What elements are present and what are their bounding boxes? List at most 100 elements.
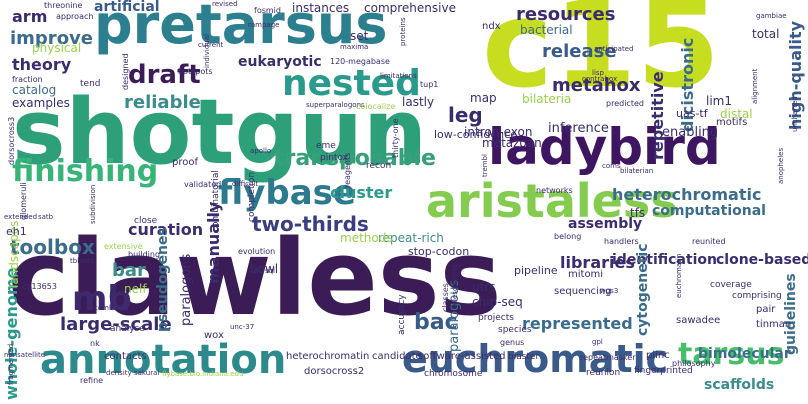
word-flybase-bio-indiana-edu: flybase.bio.indiana.edu — [162, 370, 244, 378]
word-2p: 2p — [398, 308, 407, 316]
word-pintox: pintox — [320, 153, 349, 163]
word-rampage: rampage — [248, 21, 280, 29]
word-examples: examples — [12, 96, 70, 110]
word-mitomi: mitomi — [568, 269, 604, 280]
word-mysql: mysql — [254, 267, 275, 275]
word-distal: distal — [720, 107, 753, 121]
word-pretarsus: pretarsus — [94, 0, 388, 56]
word-philosophy: philosophy — [672, 359, 716, 368]
word-map: map — [470, 91, 497, 105]
word-refine: refine — [80, 376, 104, 385]
word-aristaless: aristaless — [426, 174, 678, 228]
word-chromosome: chromosome — [424, 369, 483, 379]
word-instances: instances — [292, 1, 350, 15]
word-curation: curation — [128, 220, 204, 239]
word-tup1: tup1 — [420, 80, 439, 89]
word-repeatmasker: repeatmasker — [580, 353, 636, 362]
word-pseudogenes: pseudogenes — [155, 227, 171, 332]
word-cytogenetic: cytogenetic — [635, 243, 651, 336]
word-classes: classes — [441, 283, 450, 312]
word-set: set — [350, 29, 369, 43]
word-approach: approach — [56, 12, 94, 21]
word-glomeruli: glomeruli — [19, 182, 28, 220]
word-flybase: flybase — [218, 173, 356, 213]
word-enabling: enabling — [662, 125, 719, 140]
word-completion: completion — [247, 171, 257, 222]
word-euchromatic: euchromatic — [402, 337, 669, 381]
word-arm: arm — [12, 7, 48, 26]
word-clone-based: clone-based — [716, 252, 808, 268]
word-networks: networks — [536, 186, 573, 195]
word-proof: proof — [172, 157, 198, 168]
word-motifs: motifs — [716, 117, 748, 128]
word-genus: genus — [500, 338, 525, 347]
word-threonine: threonine — [44, 1, 83, 10]
word-ndx: ndx — [482, 21, 501, 32]
word-bilaterian: bilaterian — [620, 167, 654, 175]
word-individual: individual — [203, 34, 211, 68]
word-dorsocross2: dorsocross2 — [304, 366, 365, 377]
word-contrahox: contrahox — [582, 75, 618, 83]
word-computational: computational — [652, 203, 766, 219]
word-repetitive: repetitive — [648, 71, 667, 160]
word-pair: pair — [756, 304, 776, 315]
word-nk: nk — [90, 339, 100, 348]
word-finishing: finishing — [12, 154, 159, 189]
word-unc-37: unc-37 — [230, 323, 255, 331]
word-subdivision: subdivision — [89, 184, 97, 224]
word-cg13653: cg13653 — [22, 282, 57, 291]
word-assembly: assembly — [568, 216, 643, 232]
word-uncharted: uncharted — [791, 96, 799, 132]
word-eme: eme — [316, 141, 336, 151]
word-libraries: libraries — [560, 253, 635, 272]
word-handlers: handlers — [604, 237, 639, 246]
word-fraction: fraction — [12, 75, 43, 84]
word-validated: validated — [184, 180, 222, 189]
word-resources: resources — [516, 4, 616, 25]
word-current: current — [198, 41, 224, 49]
word-release: release — [542, 41, 617, 62]
word-eukaryotic: eukaryotic — [238, 54, 322, 70]
word-repeat-rich: repeat-rich — [378, 231, 444, 245]
word-clawless: clawless — [8, 217, 502, 339]
word-candidate: candidate — [372, 351, 422, 362]
word-ladybird: ladybird — [488, 118, 721, 176]
word-draft: draft — [128, 60, 201, 90]
word-improve: improve — [10, 28, 93, 49]
word-combinatorial: combinatorial — [211, 170, 221, 232]
word-difficult: difficult — [232, 180, 259, 188]
word-total: total — [752, 27, 780, 41]
word-fosmid: fosmid — [254, 6, 281, 15]
word-catalog: catalog — [12, 83, 57, 97]
word-telescripting: telescripting — [451, 264, 459, 308]
word-paralogons: paralogons — [179, 253, 194, 326]
word-reunion: reunion — [586, 368, 621, 378]
word-building: building — [128, 250, 161, 259]
word-metazoan: metazoan — [482, 136, 542, 150]
word-heterochromatic: heterochromatic — [612, 185, 762, 204]
word-mb: mb — [72, 279, 132, 319]
word-nelf: nelf — [124, 282, 147, 296]
word-inference: inference — [548, 121, 609, 136]
word-fingerprinted: fingerprinted — [634, 366, 693, 376]
word-maxima: maxima — [340, 43, 369, 51]
word-leg: leg — [448, 103, 483, 127]
word-two-thirds: two-thirds — [252, 212, 369, 236]
word-bilateria: bilateria — [522, 92, 572, 106]
word-sequencing: sequencing — [554, 286, 612, 297]
word-cluster: cluster — [330, 183, 393, 202]
word-designed: designed — [121, 53, 130, 90]
word-species: species — [498, 325, 532, 335]
word-bacterial: bacterial — [520, 23, 573, 37]
word-identification: identification — [612, 252, 717, 268]
word-artificial: artificial — [94, 0, 160, 15]
word-heterochromatin: heterochromatin — [286, 351, 370, 362]
word-trembl: trembl — [481, 154, 489, 177]
word-predicted: predicted — [606, 99, 644, 108]
word-toolbox: toolbox — [10, 235, 95, 259]
word-utrs: utrs — [472, 280, 496, 294]
word-nonsatellite: nonsatellite — [4, 351, 46, 359]
word-theory: theory — [12, 55, 72, 74]
word-bac: bac — [414, 310, 458, 335]
